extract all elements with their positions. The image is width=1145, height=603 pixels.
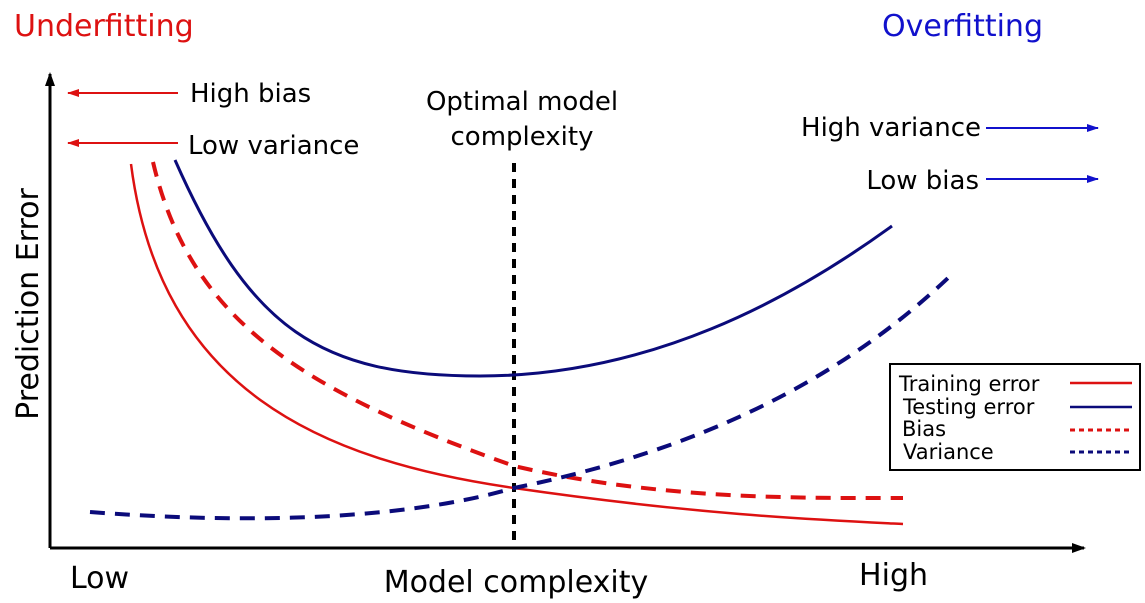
bias-curve [151, 161, 904, 501]
training-error-curve [129, 163, 904, 526]
y-axis-label: Prediction Error [11, 187, 46, 419]
legend: Training error Testing error Bias Varian… [889, 363, 1141, 471]
legend-testing-label: Testing error [902, 395, 1035, 419]
low-variance-text: Low variance [188, 131, 359, 161]
high-bias-text: High bias [190, 79, 311, 109]
low-bias-text: Low bias [866, 166, 979, 196]
testing-error-curve [173, 159, 893, 378]
legend-variance-label: Variance [903, 440, 994, 464]
x-axis-label: Model complexity [384, 565, 649, 600]
x-low-label: Low [70, 561, 129, 596]
overfitting-label: Overfitting [882, 9, 1043, 44]
legend-bias-label: Bias [902, 417, 946, 441]
variance-curve [89, 276, 950, 521]
x-high-label: High [859, 558, 928, 593]
optimal-text-line2: complexity [451, 122, 594, 152]
high-variance-text: High variance [801, 113, 981, 143]
underfitting-label: Underfitting [14, 9, 194, 44]
optimal-text-line1: Optimal model [426, 87, 618, 117]
legend-training-label: Training error [898, 372, 1040, 396]
